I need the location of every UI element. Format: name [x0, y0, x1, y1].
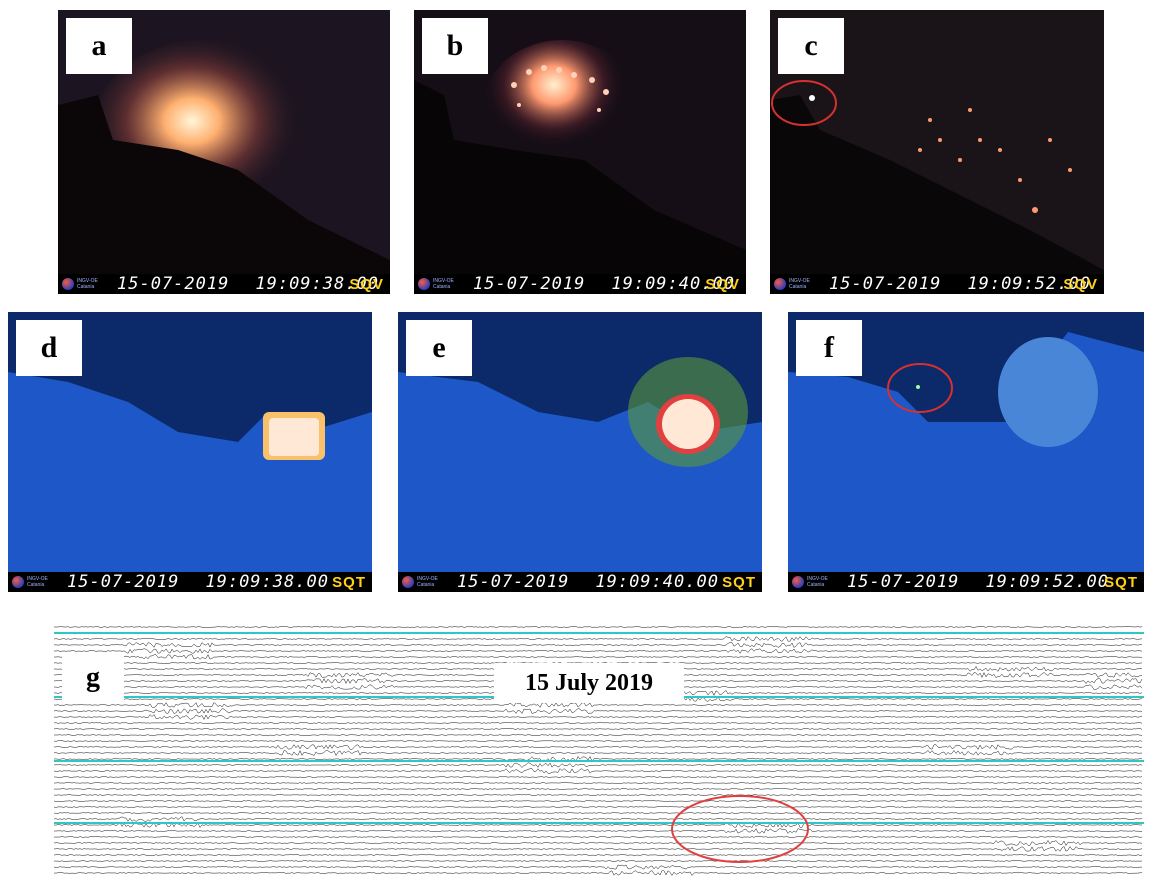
timestamp-date: 15-07-2019 — [457, 572, 570, 592]
seismic-trace — [53, 714, 1143, 720]
seismic-trace — [54, 654, 1143, 660]
panel-e: e INGV-OE Catania 15-07-2019 19:09:40.00… — [398, 312, 762, 592]
seismic-trace — [53, 642, 1143, 648]
panel-label-b: b — [422, 18, 488, 74]
timestamp-bar-d: INGV-OE Catania 15-07-2019 19:09:38.00 S… — [8, 572, 372, 592]
panel-label-a: a — [66, 18, 132, 74]
timestamp-time: 19:09:52.00 — [985, 572, 1109, 592]
seismogram-traces — [53, 626, 1144, 876]
timestamp-bar-e: INGV-OE Catania 15-07-2019 19:09:40.00 S… — [398, 572, 762, 592]
seismic-trace — [53, 702, 1143, 708]
seismic-trace — [53, 854, 1143, 856]
timestamp-time: 19:09:40.00 — [611, 274, 735, 294]
timestamp-bar-a: INGV-OE Catania 15-07-2019 19:09:38.00 S… — [58, 274, 390, 294]
seismic-trace — [53, 870, 1142, 876]
seismic-trace — [53, 821, 1142, 828]
seismic-trace — [53, 662, 1143, 664]
seismic-trace — [53, 860, 1143, 862]
seismic-trace — [53, 708, 1143, 714]
camera-id: SQT — [1104, 573, 1138, 591]
timestamp-time: 19:09:52.00 — [967, 274, 1091, 294]
logo-text: INGV-OE Catania — [27, 576, 48, 588]
timestamp-date: 15-07-2019 — [117, 274, 230, 294]
seismic-trace — [54, 626, 1143, 628]
camera-id: SQV — [705, 275, 740, 293]
highlight-circle — [671, 795, 809, 863]
logo-text: INGV-OE Catania — [77, 278, 98, 290]
seismic-trace — [53, 755, 1143, 762]
ingv-logo-icon — [774, 278, 786, 290]
seismic-trace — [53, 846, 1143, 852]
seismic-trace — [53, 840, 1143, 847]
ingv-logo-icon — [62, 278, 74, 290]
seismic-trace — [54, 648, 1143, 654]
logo-text: INGV-OE Catania — [417, 576, 438, 588]
seismic-trace — [53, 816, 1143, 822]
seismic-trace — [53, 864, 1143, 870]
timestamp-bar-b: INGV-OE Catania 15-07-2019 19:09:40.00 S… — [414, 274, 746, 294]
panel-label-e: e — [406, 320, 472, 376]
seismic-trace — [53, 788, 1143, 790]
timestamp-date: 15-07-2019 — [847, 572, 960, 592]
camera-id: SQV — [1063, 275, 1098, 293]
camera-id: SQT — [722, 573, 756, 591]
logo-text: INGV-OE Catania — [433, 278, 454, 290]
seismic-trace — [53, 812, 1143, 814]
timestamp-date: 15-07-2019 — [473, 274, 586, 294]
ingv-logo-icon — [418, 278, 430, 290]
logo-text: INGV-OE Catania — [789, 278, 810, 290]
timestamp-bar-c: INGV-OE Catania 15-07-2019 19:09:52.00 S… — [770, 274, 1104, 294]
panel-label-f: f — [796, 320, 862, 376]
panel-a-scene — [58, 10, 390, 294]
seismic-trace — [53, 728, 1143, 730]
seismic-trace — [54, 828, 1143, 834]
ingv-logo-icon — [12, 576, 24, 588]
seismic-trace — [53, 836, 1143, 838]
seismic-trace — [53, 768, 1142, 774]
panel-b: b INGV-OE Catania 15-07-2019 19:09:40.00… — [414, 10, 746, 294]
seismogram-panel: g 15 July 2019 — [24, 611, 1144, 886]
panel-label-c: c — [778, 18, 844, 74]
seismic-trace — [53, 806, 1143, 808]
seismic-trace — [53, 762, 1143, 768]
camera-id: SQT — [332, 573, 366, 591]
seismic-trace — [53, 750, 1142, 757]
timestamp-date: 15-07-2019 — [67, 572, 180, 592]
seismic-trace — [53, 740, 1143, 742]
panel-label-g: g — [62, 653, 124, 703]
seismic-trace — [53, 794, 1143, 796]
seismic-trace — [54, 782, 1143, 784]
seismic-trace — [54, 734, 1142, 736]
seismic-trace — [53, 800, 1143, 802]
seismogram-date-title: 15 July 2019 — [494, 663, 684, 703]
seismic-trace — [53, 744, 1143, 750]
ingv-logo-icon — [402, 576, 414, 588]
seismic-trace — [53, 722, 1143, 724]
logo-text: INGV-OE Catania — [807, 576, 828, 588]
ingv-logo-icon — [792, 576, 804, 588]
panel-f: f INGV-OE Catania 15-07-2019 19:09:52.00… — [788, 312, 1144, 592]
timestamp-date: 15-07-2019 — [829, 274, 942, 294]
seismic-trace — [53, 636, 1143, 642]
panel-d: d INGV-OE Catania 15-07-2019 19:09:38.00… — [8, 312, 372, 592]
timestamp-time: 19:09:38.00 — [255, 274, 379, 294]
panel-label-d: d — [16, 320, 82, 376]
panel-c: c INGV-OE Catania 15-07-2019 19:09:52.00… — [770, 10, 1104, 294]
seismic-trace — [54, 776, 1143, 778]
camera-id: SQV — [349, 275, 384, 293]
timestamp-bar-f: INGV-OE Catania 15-07-2019 19:09:52.00 S… — [788, 572, 1144, 592]
timestamp-time: 19:09:38.00 — [205, 572, 329, 592]
panel-a: a INGV-OE Catania 15-07-2019 19:09:38.00… — [58, 10, 390, 294]
timestamp-time: 19:09:40.00 — [595, 572, 719, 592]
